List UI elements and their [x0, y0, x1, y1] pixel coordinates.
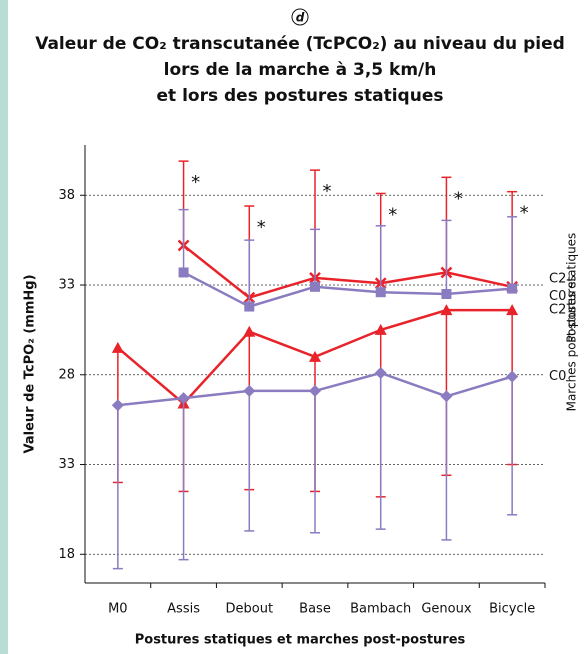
marker [177, 392, 190, 405]
marker [243, 384, 256, 397]
panel-circle [291, 8, 309, 26]
x-tick-label: Assis [167, 602, 200, 617]
marker [440, 390, 453, 403]
marker [374, 323, 387, 335]
significance: * [520, 203, 529, 224]
marker [506, 370, 519, 383]
marker [310, 281, 320, 292]
x-tick-label: Bicycle [489, 602, 535, 617]
x-tick-label: M0 [108, 602, 128, 617]
marker [441, 288, 452, 299]
marker [111, 341, 124, 353]
panel-label: d [296, 11, 305, 25]
marker [309, 384, 321, 397]
y-tick-label: 28 [58, 367, 75, 382]
chart-title: lors de la marche à 3,5 km/h [164, 60, 437, 80]
marker [506, 304, 519, 316]
significance: * [388, 204, 397, 225]
significance: * [454, 188, 463, 209]
marker [111, 399, 124, 412]
series-label: C2 [549, 271, 566, 286]
side-strip [0, 0, 8, 654]
marker [309, 350, 321, 362]
marker [244, 301, 255, 312]
marker [243, 325, 256, 337]
group-label: Marches post-postures [565, 275, 579, 411]
x-tick-label: Base [299, 602, 331, 617]
x-tick-label: Bambach [350, 602, 411, 617]
x-axis-title: Postures statiques et marches post-postu… [135, 633, 466, 648]
series-line [182, 244, 513, 299]
marker [178, 267, 189, 278]
significance: * [323, 181, 332, 202]
group-label: Postures statiques [565, 233, 579, 343]
y-tick-label: 33 [58, 278, 75, 293]
series-label: C0 [549, 369, 566, 384]
chart-title: Valeur de CO₂ transcutanée (TcPCO₂) au n… [35, 34, 565, 54]
series-label: C0 [549, 289, 566, 304]
x-tick-label: Debout [226, 602, 274, 617]
significance: * [191, 172, 200, 193]
series-label: C2 [549, 303, 566, 318]
marker [440, 304, 453, 316]
y-tick-label: 33 [58, 457, 75, 472]
marker [507, 283, 518, 294]
marker [374, 366, 387, 379]
series-line [182, 271, 513, 308]
y-axis-title: Valeur de TcPO₂ (mmHg) [23, 274, 38, 453]
y-tick-label: 18 [58, 547, 75, 562]
y-tick-label: 38 [58, 188, 75, 203]
chart-title: et lors des postures statiques [157, 86, 444, 106]
x-tick-label: Genoux [421, 602, 472, 617]
significance: * [257, 217, 266, 238]
marker [375, 287, 386, 298]
